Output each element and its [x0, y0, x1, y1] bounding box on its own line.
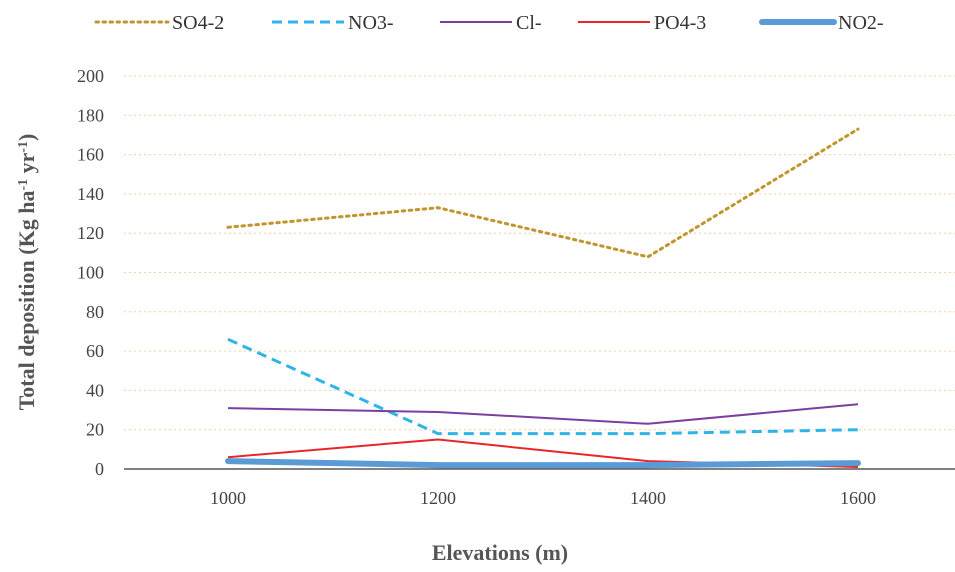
- y-tick-label: 140: [77, 184, 104, 204]
- gridlines: [124, 75, 955, 431]
- x-tick-label: 1200: [420, 488, 456, 508]
- series-line-no2-: [225, 458, 861, 469]
- y-tick-label: 120: [77, 223, 104, 243]
- y-tick-label: 80: [86, 302, 104, 322]
- y-tick-label: 60: [86, 341, 104, 361]
- x-tick-label: 1000: [210, 488, 246, 508]
- y-axis-title-sup1: -1: [16, 179, 31, 191]
- legend-label: Cl-: [516, 12, 542, 34]
- series-lines: [225, 127, 861, 469]
- legend-label: SO4-2: [172, 12, 224, 34]
- legend: SO4-2 NO3- Cl- PO4-3 NO2-: [94, 12, 884, 34]
- series-line-cl-: [227, 403, 859, 425]
- legend-label: NO2-: [838, 12, 884, 34]
- x-axis-title: Elevations (m): [432, 540, 568, 565]
- y-tick-label: 200: [77, 66, 104, 86]
- series-line-so4-2: [226, 127, 860, 259]
- y-axis-title-mid: yr: [14, 152, 39, 179]
- x-tick-label: 1600: [840, 488, 876, 508]
- y-tick-label: 180: [77, 105, 104, 125]
- y-tick-label: 40: [86, 380, 104, 400]
- y-axis-title: Total deposition (Kg ha-1 yr-1): [14, 134, 39, 411]
- y-tick-label: 160: [77, 145, 104, 165]
- y-axis-title-end: ): [14, 134, 39, 141]
- y-axis-title-main: Total deposition (Kg ha: [14, 191, 39, 411]
- series-line-no3-: [227, 337, 859, 436]
- y-tick-label: 20: [86, 420, 104, 440]
- y-tick-label: 0: [95, 459, 104, 479]
- y-axis-title-sup2: -1: [16, 141, 31, 153]
- x-tick-labels: 1000 1200 1400 1600: [210, 488, 876, 508]
- x-tick-label: 1400: [630, 488, 666, 508]
- legend-label: PO4-3: [654, 12, 706, 34]
- legend-label: NO3-: [348, 12, 394, 34]
- y-tick-labels: 0 20 40 60 80 100 120 140 160 180 200: [77, 66, 104, 479]
- y-tick-label: 100: [77, 263, 104, 283]
